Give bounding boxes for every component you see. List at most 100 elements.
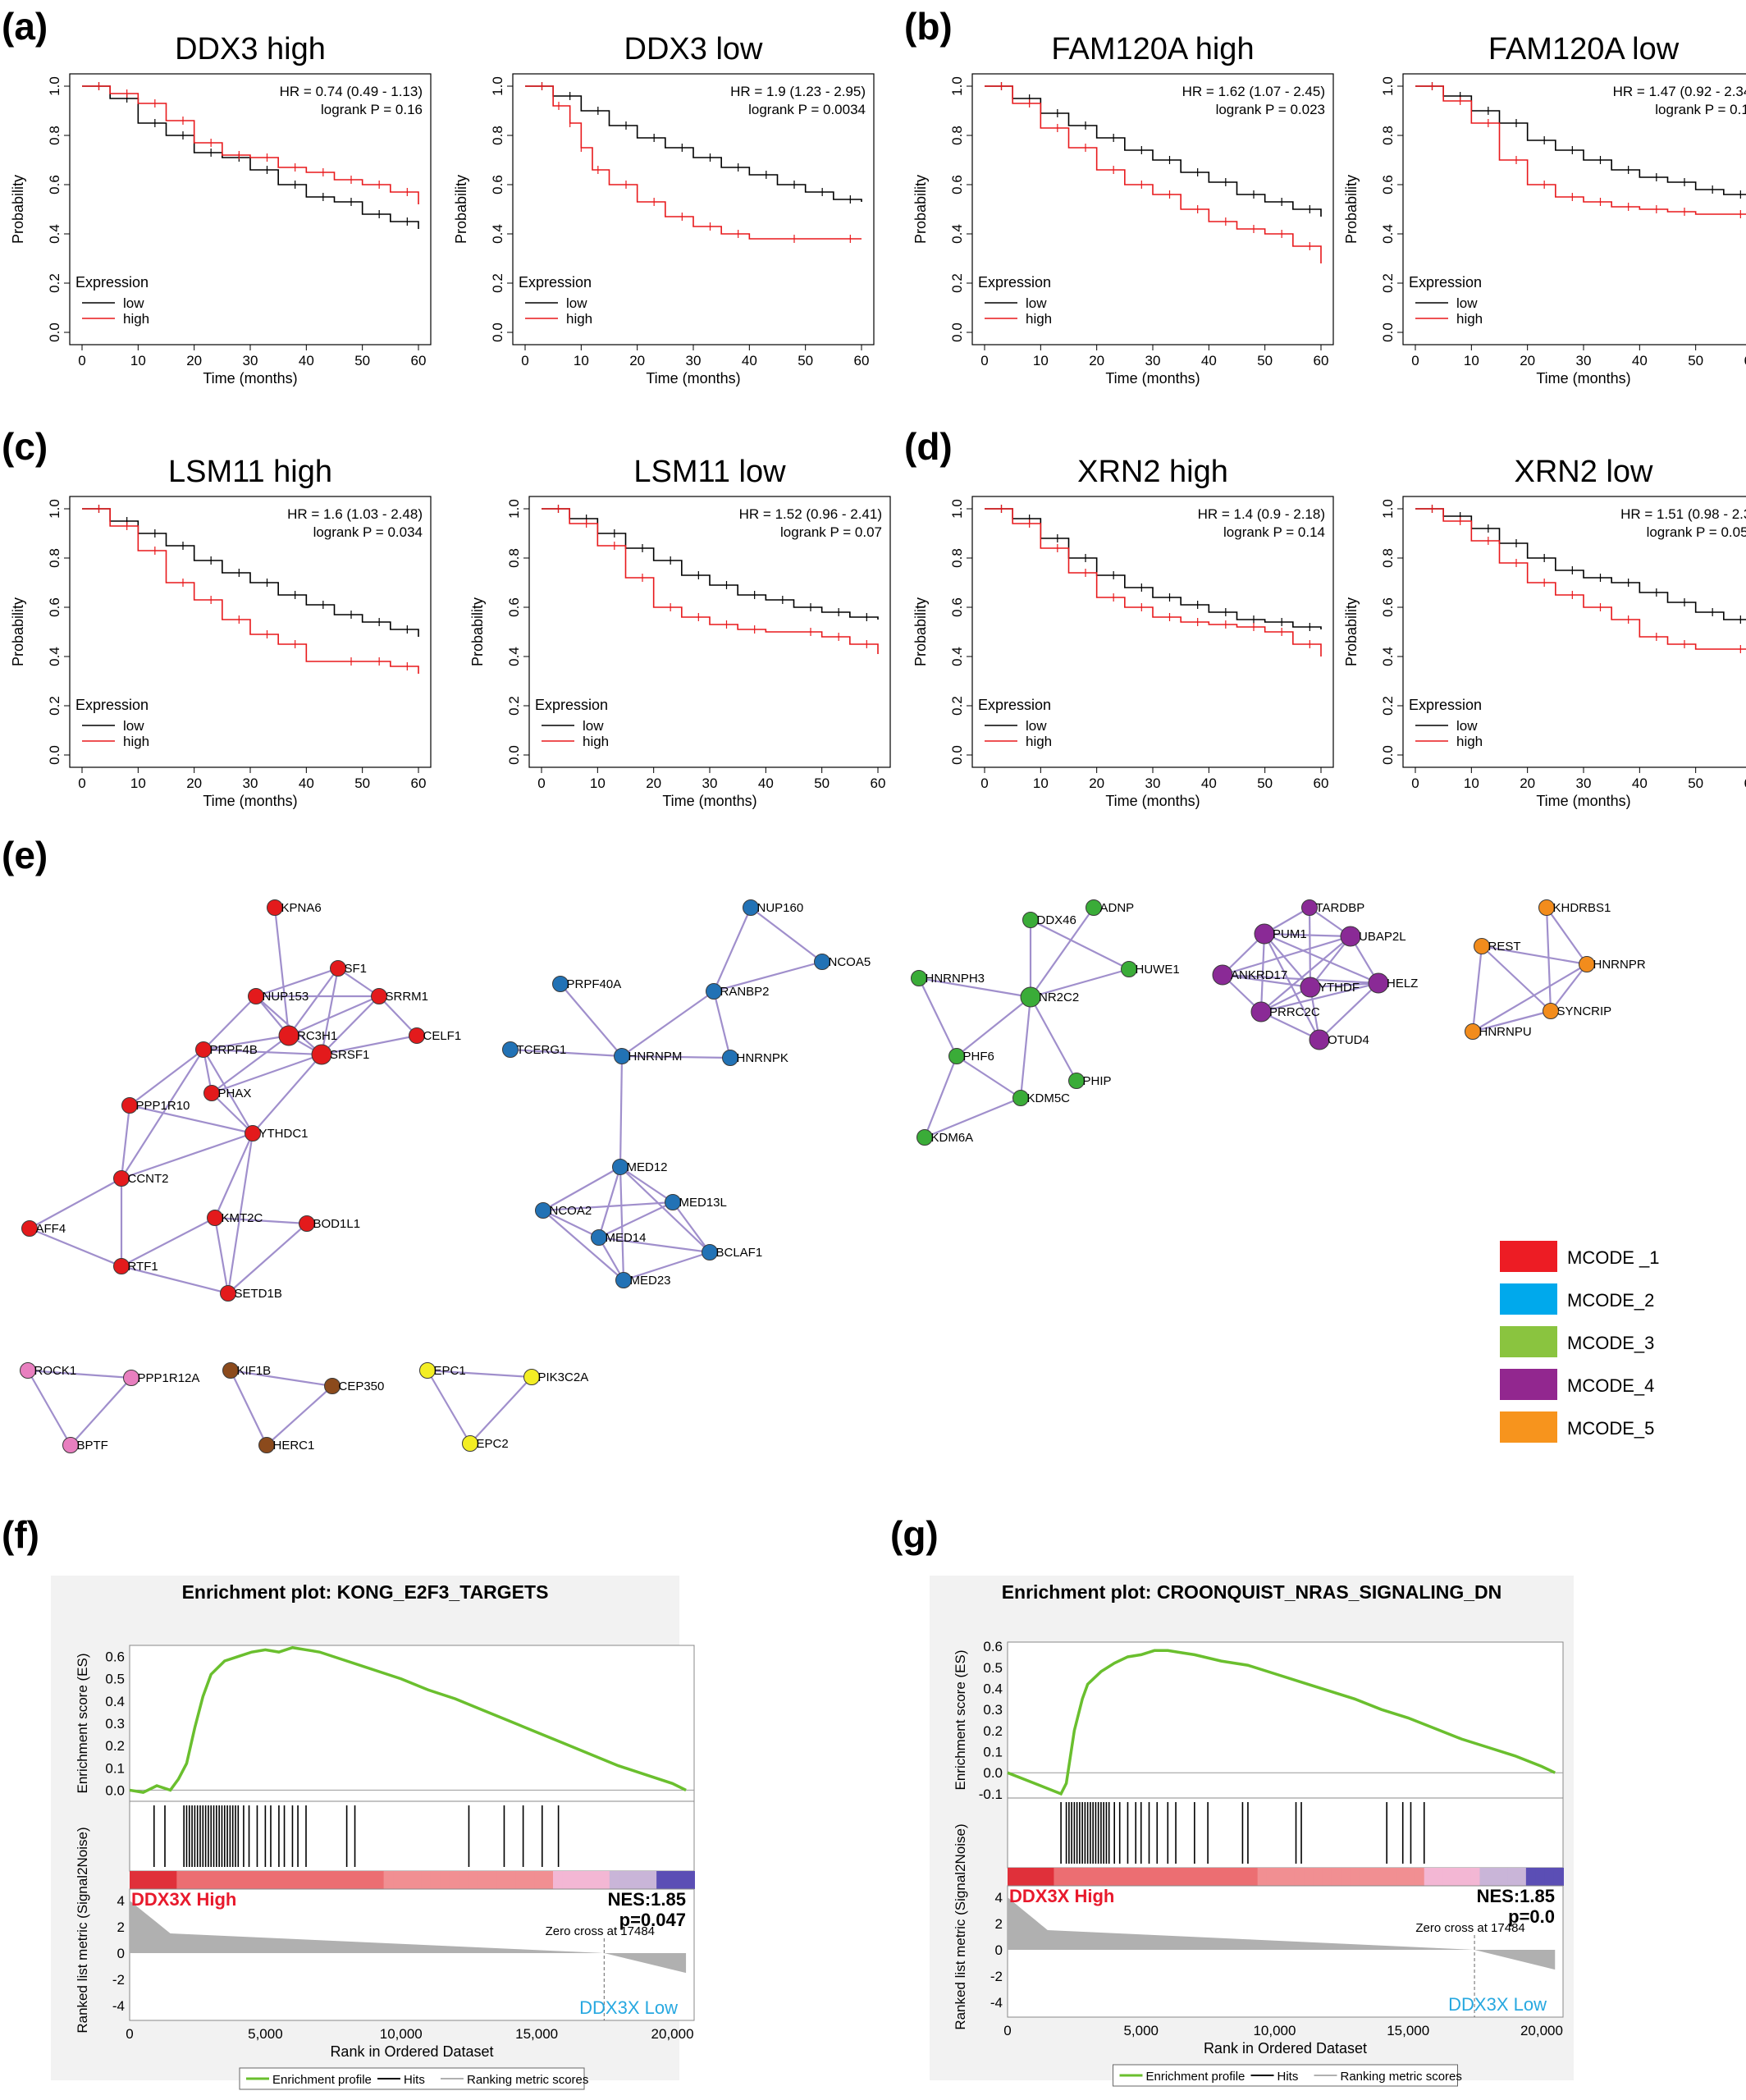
y-tick-label: 0.2 xyxy=(47,696,62,716)
network-edge xyxy=(621,1055,731,1059)
km-curve-high xyxy=(985,508,1322,657)
rank-gradient-cell xyxy=(487,1871,498,1889)
es-y-tick: 0.5 xyxy=(105,1672,125,1687)
legend-title: Expression xyxy=(1409,274,1482,291)
network-node-label: HERC1 xyxy=(273,1439,315,1453)
metric-y-tick: 2 xyxy=(117,1919,125,1935)
legend-label-high: high xyxy=(583,734,609,749)
network-edge xyxy=(273,907,290,1036)
network-node-label: KDM6A xyxy=(931,1131,974,1145)
legend-label-low: low xyxy=(566,295,587,311)
network-node xyxy=(1212,964,1233,986)
rank-gradient-cell xyxy=(609,1871,620,1889)
network-edge xyxy=(70,1377,132,1446)
rank-gradient-cell xyxy=(1276,1868,1287,1886)
network-edge xyxy=(121,1132,254,1180)
rank-gradient-cell xyxy=(233,1871,244,1889)
y-tick-label: 0.2 xyxy=(490,273,505,293)
network-edge xyxy=(27,1370,71,1446)
network-edge xyxy=(956,1055,1022,1099)
network-node-label: CEP350 xyxy=(339,1379,385,1393)
x-tick-label: 10 xyxy=(130,775,146,791)
network-edge xyxy=(29,1178,122,1229)
network-node xyxy=(1020,986,1041,1008)
rank-gradient-cell xyxy=(139,1871,149,1889)
rank-gradient-cell xyxy=(440,1871,450,1889)
y-axis-label: Probability xyxy=(1343,597,1360,666)
network-edge xyxy=(1222,973,1379,985)
network-edge xyxy=(266,1385,333,1446)
network-node-label: SRSF1 xyxy=(330,1048,369,1062)
network-edge xyxy=(1030,919,1130,970)
rank-gradient-cell xyxy=(543,1871,554,1889)
y-tick-label: 0.2 xyxy=(949,696,965,716)
rank-gradient-cell xyxy=(1044,1868,1055,1886)
hits-frame xyxy=(1007,1797,1564,1869)
network-node-label: HNRNPK xyxy=(737,1051,788,1065)
y-axis-label: Probability xyxy=(10,597,26,666)
y-tick-label: 0.8 xyxy=(506,548,522,568)
y-tick-label: 0.0 xyxy=(506,745,522,765)
rank-gradient-cell xyxy=(524,1871,536,1889)
legend-title: Expression xyxy=(75,697,149,713)
network-edge xyxy=(1472,963,1588,1032)
x-tick-label: 0 xyxy=(1411,353,1419,368)
y-tick-label: 0.4 xyxy=(949,224,965,244)
network-node-label: HUWE1 xyxy=(1136,963,1180,977)
x-axis-label: Time (months) xyxy=(203,793,297,809)
x-axis-label: Time (months) xyxy=(1105,793,1200,809)
network-node xyxy=(1012,1090,1029,1106)
legend-title: Expression xyxy=(1409,697,1482,713)
rank-gradient-cell xyxy=(638,1871,648,1889)
y-axis-label: Probability xyxy=(912,175,929,244)
network-edge xyxy=(1260,981,1379,1013)
x-tick-label: 50 xyxy=(1257,353,1273,368)
km-title: LSM11 high xyxy=(168,455,332,489)
rank-gradient-cell xyxy=(402,1871,413,1889)
y-tick-label: 1.0 xyxy=(490,76,505,96)
panel-letter: (f) xyxy=(2,1513,39,1556)
network-edge xyxy=(619,1166,625,1281)
rank-gradient-cell xyxy=(1405,1868,1416,1886)
rank-gradient-cell xyxy=(1118,1868,1129,1886)
rank-gradient-cell xyxy=(1442,1868,1453,1886)
x-tick-label: 20 xyxy=(1089,775,1104,791)
network-node xyxy=(1579,956,1595,972)
network-edge xyxy=(956,996,1031,1057)
rank-gradient-cell xyxy=(1239,1868,1250,1886)
legend-label-high: high xyxy=(123,311,149,327)
rank-gradient-cell xyxy=(393,1871,404,1889)
network-edge xyxy=(542,1210,624,1281)
metric-y-label: Ranked list metric (Signal2Noise) xyxy=(953,1823,968,2029)
rank-gradient-cell xyxy=(1424,1868,1435,1886)
hr-text: HR = 1.47 (0.92 - 2.34) xyxy=(1613,84,1746,99)
km-title: FAM120A low xyxy=(1488,32,1680,66)
network-edge xyxy=(288,968,339,1036)
legend-label-high: high xyxy=(1026,734,1052,749)
x-tick-label: 60 xyxy=(1744,775,1746,791)
gsea-title: Enrichment plot: CROONQUIST_NRAS_SIGNALI… xyxy=(1002,1581,1502,1603)
gsea-panel-0: (f) Enrichment plot: KONG_E2F3_TARGETS 0.6… xyxy=(2,1513,695,2090)
network-node-label: PHIP xyxy=(1083,1074,1112,1088)
y-tick-label: 1.0 xyxy=(949,499,965,519)
network-edge xyxy=(1030,968,1130,999)
x-tick-label: 15,000 xyxy=(515,2026,558,2042)
rank-gradient-cell xyxy=(1313,1868,1323,1886)
km-panel-1: (b) FAM120A high 0 10 20 30 40 50 60 0.0 0.2 0.4 0.6… xyxy=(904,5,1746,387)
x-tick-label: 20 xyxy=(646,775,661,791)
rank-gradient-cell xyxy=(1396,1868,1407,1886)
rank-gradient-cell xyxy=(600,1871,610,1889)
network-edge xyxy=(623,1251,711,1282)
y-tick-label: 0.0 xyxy=(1380,745,1396,765)
km-curve-high xyxy=(82,85,419,204)
rank-gradient-cell xyxy=(1183,1868,1194,1886)
hr-text: HR = 1.52 (0.96 - 2.41) xyxy=(739,506,882,522)
rank-gradient-cell xyxy=(1516,1868,1527,1886)
network-edge xyxy=(1471,945,1483,1032)
network-edge xyxy=(1319,982,1379,1041)
network-node xyxy=(702,1244,718,1260)
network-edge xyxy=(1030,996,1077,1082)
metric-frame xyxy=(1007,1885,1564,2018)
metric-y-tick: -2 xyxy=(112,1972,125,1988)
metric-y-tick: -2 xyxy=(990,1969,1003,1984)
